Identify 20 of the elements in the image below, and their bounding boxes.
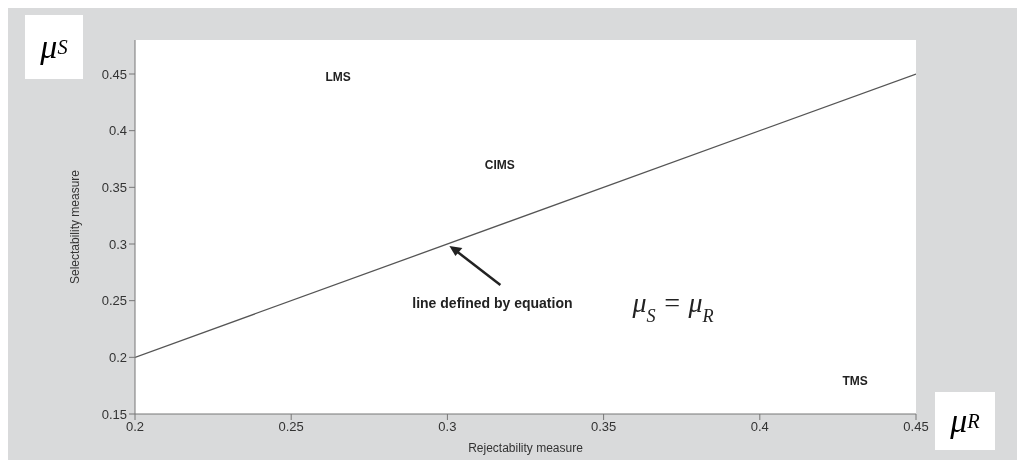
annotation: line defined by equation <box>412 295 573 311</box>
annotation: μ$_{S}$ = μ$_{R}$ <box>631 287 714 326</box>
x-tick-label: 0.3 <box>438 419 457 435</box>
y-tick-label: 0.2 <box>108 349 127 365</box>
x-tick-label: 0.45 <box>903 419 929 435</box>
y-tick-label: 0.35 <box>101 179 127 195</box>
annotation: TMS <box>842 374 868 389</box>
x-tick-label: 0.35 <box>590 419 617 435</box>
annotation: LMS <box>325 70 351 85</box>
x-axis-title: Rejectability measure <box>468 441 584 455</box>
y-tick-label: 0.15 <box>101 406 127 422</box>
x-tick-label: 0.4 <box>750 419 769 435</box>
annotation: CIMS <box>484 157 515 172</box>
y-axis-title: Selectability measure <box>68 169 83 285</box>
y-tick-label: 0.25 <box>101 293 127 309</box>
y-tick-label: 0.3 <box>108 236 127 252</box>
y-tick-label: 0.45 <box>101 66 127 82</box>
x-tick-label: 0.25 <box>278 419 304 435</box>
y-tick-label: 0.4 <box>108 123 127 139</box>
x-tick-label: 0.2 <box>125 419 145 435</box>
